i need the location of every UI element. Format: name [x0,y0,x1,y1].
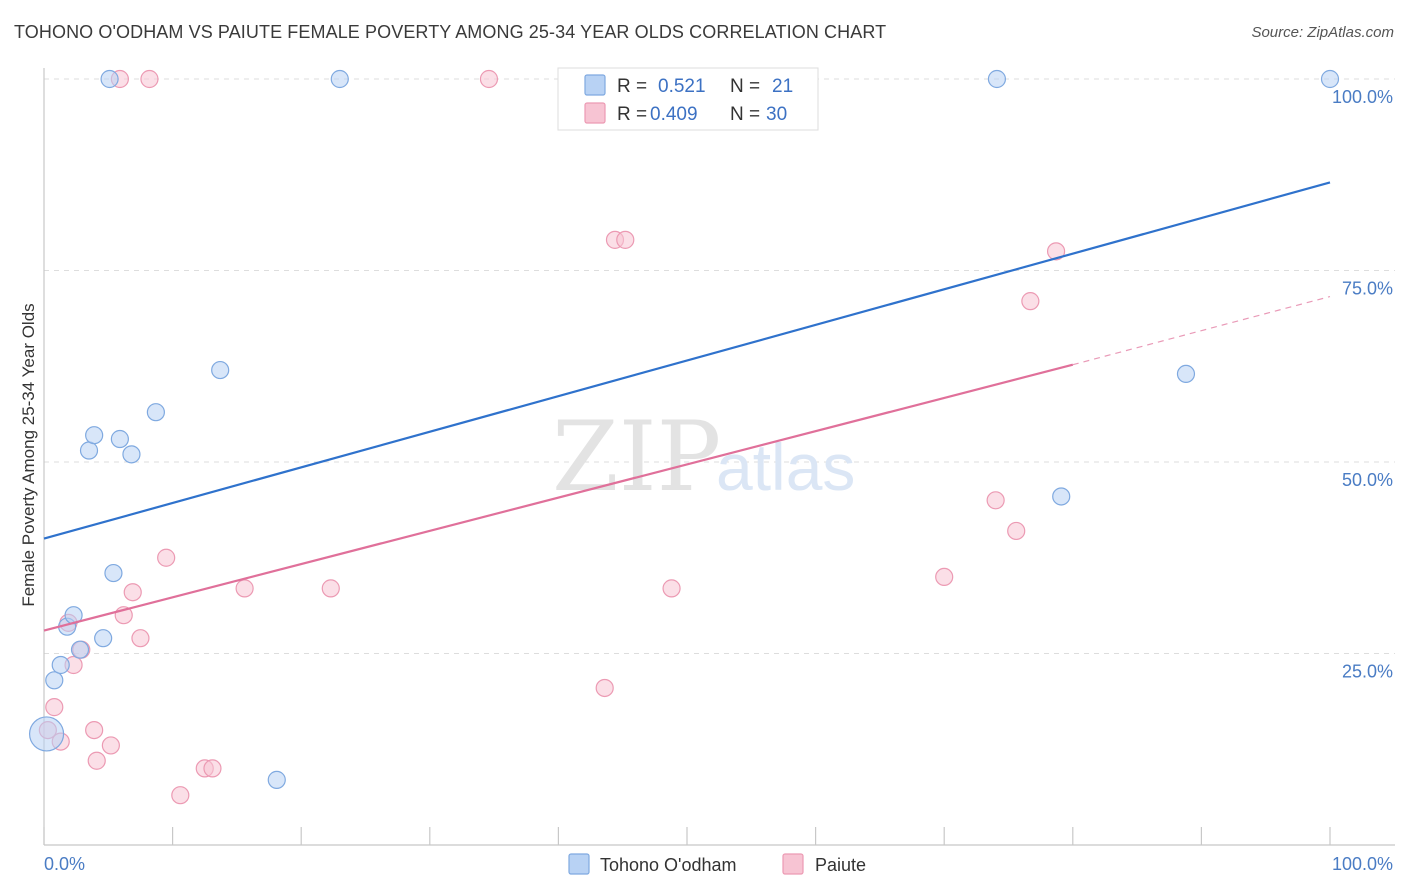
bottom-legend-swatch-tohono [568,853,590,875]
y-tick-label: 100.0% [1332,87,1393,107]
paiute-point [85,720,104,740]
tohono-point [70,640,90,659]
y-tick-label: 50.0% [1342,470,1393,490]
bottom-legend-label-tohono: Tohono O'odham [600,855,737,875]
points-layer [28,69,1340,805]
paiute-point [87,751,106,770]
paiute-point [45,698,64,717]
tohono-point [110,429,129,449]
paiute-point [157,548,176,567]
paiute-point [1021,292,1040,311]
chart-title: TOHONO O'ODHAM VS PAIUTE FEMALE POVERTY … [14,22,887,42]
legend-r-value: 0.521 [658,76,706,97]
y-axis-title: Female Poverty Among 25-34 Year Olds [19,303,38,606]
paiute-point [986,491,1005,510]
legend-n-value: 21 [772,76,793,97]
y-tick-label: 75.0% [1342,279,1393,299]
tohono-point [100,69,119,89]
tohono-point [1052,487,1071,506]
tohono-point [987,69,1007,89]
tohono-trend-line [43,181,1331,540]
legend-swatch-tohono [584,74,606,96]
x-tick-label: 100.0% [1332,854,1393,874]
tohono-point [267,770,286,789]
legend-n-label: N = [730,104,760,125]
trend-layer [43,181,1331,632]
bottom-legend-label-paiute: Paiute [815,855,866,875]
legend-swatch-paiute [584,102,606,124]
bottom-legend-swatch-paiute [782,853,804,875]
tohono-point [51,655,70,675]
watermark-zip: ZIP [552,401,721,513]
tohono-point [79,441,99,460]
y-tick-label: 25.0% [1342,662,1393,682]
x-tick-label: 0.0% [44,854,85,874]
paiute-point [595,678,614,698]
paiute-point [1046,242,1066,261]
watermark: ZIP atlas [552,401,855,513]
paiute-trend-extension [1072,295,1331,366]
tohono-point [211,360,230,380]
tohono-point [94,629,113,648]
tohono-point [104,563,123,583]
paiute-point [616,230,635,249]
tohono-point [45,671,64,690]
legend-n-label: N = [730,76,760,97]
legend-r-value: 0.409 [650,104,698,125]
legend-n-value: 30 [766,104,787,125]
tick-label-layer: 25.0% 50.0% 75.0% 100.0% 0.0% 100.0% [44,87,1393,874]
tohono-point [146,403,165,422]
tohono-point [122,445,141,464]
paiute-point [321,579,340,598]
paiute-point [131,629,150,648]
paiute-point [1007,521,1026,541]
grid-layer [44,78,1395,654]
paiute-point [171,786,190,805]
legend-r-label: R = [617,104,647,125]
tohono-point [1320,69,1340,89]
watermark-atlas: atlas [716,430,855,504]
tohono-point [28,716,65,752]
axis-layer [43,68,1395,846]
paiute-point [140,69,159,89]
tohono-point [330,69,349,89]
paiute-point [479,69,499,89]
chart-source: Source: ZipAtlas.com [1251,24,1394,41]
bottom-legend: Tohono O'odham Paiute [568,853,866,875]
paiute-point [101,736,120,755]
paiute-point [203,759,222,778]
paiute-trend-line [43,363,1074,632]
paiute-point [935,567,954,587]
legend-r-label: R = [617,76,647,97]
paiute-point [123,583,142,602]
tohono-point [1176,364,1196,384]
paiute-point [662,579,681,598]
tohono-point [85,426,104,445]
legend-box: R = 0.521 N = 21 R = 0.409 N = 30 [557,67,819,131]
paiute-point [235,579,254,598]
